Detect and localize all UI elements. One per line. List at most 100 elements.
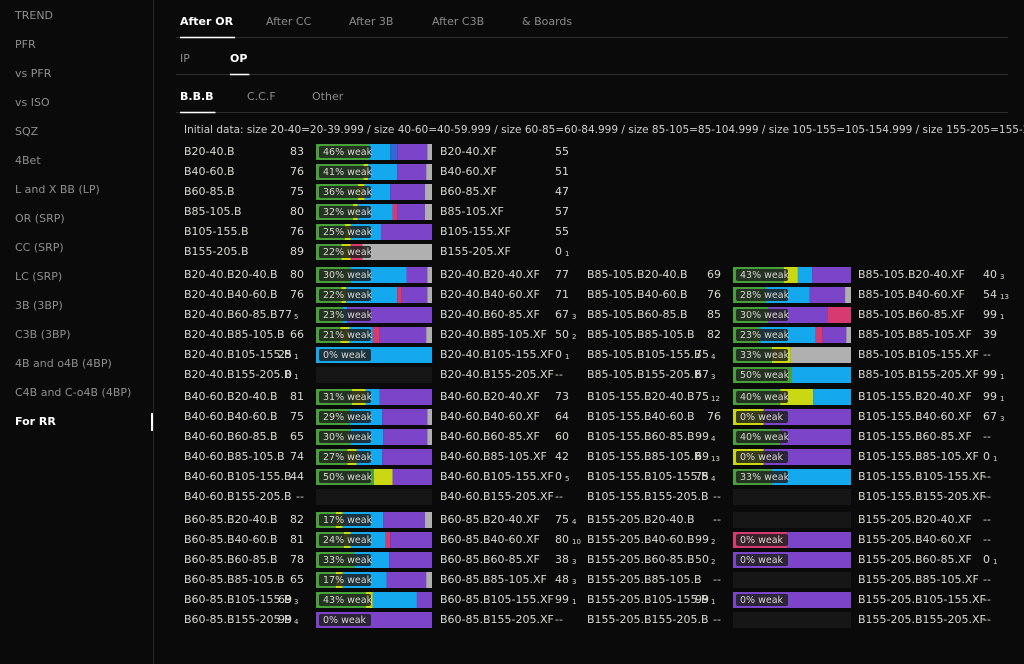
bar-label: 43% weak — [323, 595, 373, 606]
row-xf-label: B155-205.B40-60.XF — [858, 533, 972, 546]
row-label: B60-85.B60-85.B — [184, 553, 278, 566]
row-xf-value: -- — [983, 430, 991, 443]
row-label: B40-60.B — [184, 165, 235, 178]
row-label: B105-155.B60-85.B — [587, 430, 695, 443]
row-value: -- — [713, 513, 721, 526]
row-value: 77 — [278, 308, 292, 321]
sidebar-item[interactable]: C4B and C-o4B (4BP) — [15, 386, 131, 399]
bar-label: 40% weak — [740, 432, 790, 443]
tab[interactable]: After CC — [266, 15, 312, 28]
row-value: 80 — [290, 268, 304, 281]
row-value-sub: 4 — [711, 353, 716, 361]
tab[interactable]: OP — [230, 52, 247, 65]
sidebar-item[interactable]: 3B (3BP) — [15, 299, 63, 312]
row-value: 44 — [290, 470, 304, 483]
bar-segment — [787, 532, 851, 548]
sidebar-item[interactable]: vs PFR — [15, 67, 52, 80]
tab[interactable]: After 3B — [349, 15, 393, 28]
row-xf-label: B105-155.B105-155.XF — [858, 470, 986, 483]
bar-segment — [374, 469, 393, 485]
row-value: -- — [713, 490, 721, 503]
bar-label-bg — [319, 574, 371, 586]
bar-segment — [815, 327, 823, 343]
sidebar-item[interactable]: LC (SRP) — [15, 270, 62, 283]
row-xf-label: B40-60.B85-105.XF — [440, 450, 547, 463]
sidebar-item[interactable]: TREND — [14, 9, 53, 22]
row-value: 83 — [290, 145, 304, 158]
row-value-sub: 1 — [294, 373, 298, 381]
row-xf-value: 99 — [983, 390, 997, 403]
bar-label-bg — [736, 471, 788, 483]
bar-segment — [362, 244, 432, 260]
row-xf-value: 40 — [983, 268, 997, 281]
bar-label-bg — [736, 329, 788, 341]
bar-segment — [771, 469, 851, 485]
sidebar-item[interactable]: OR (SRP) — [15, 212, 65, 225]
row-xf-label: B20-40.B105-155.XF — [440, 348, 554, 361]
bar-label-bg — [736, 369, 788, 381]
row-xf-value: 80 — [555, 533, 569, 546]
tab[interactable]: After C3B — [432, 15, 484, 28]
tab[interactable]: & Boards — [522, 15, 572, 28]
row-xf-value: 51 — [555, 165, 569, 178]
row-xf-value-sub: 1 — [993, 455, 997, 463]
row-label: B40-60.B20-40.B — [184, 390, 278, 403]
row-xf-value: 99 — [555, 593, 569, 606]
row-label: B155-205.B40-60.B — [587, 533, 695, 546]
bar-segment — [792, 367, 851, 383]
bar-segment — [426, 164, 432, 180]
bar-label: 41% weak — [323, 167, 373, 178]
row-value: 75 — [695, 470, 709, 483]
bar-segment — [427, 267, 432, 283]
bar-label-bg — [736, 534, 788, 546]
row-label: B40-60.B155-205.B — [184, 490, 292, 503]
sidebar-item[interactable]: SQZ — [15, 125, 39, 138]
bar-label: 32% weak — [323, 207, 373, 218]
tab[interactable]: Other — [312, 90, 344, 103]
row-xf-value-sub: 3 — [1000, 415, 1004, 423]
row-label: B85-105.B — [184, 205, 242, 218]
tab[interactable]: C.C.F — [247, 90, 276, 103]
row-xf-value-sub: 3 — [572, 558, 576, 566]
row-xf-value: 55 — [555, 145, 569, 158]
row-value: 76 — [290, 225, 304, 238]
sidebar-item[interactable]: CC (SRP) — [15, 241, 64, 254]
row-xf-label: B60-85.XF — [440, 185, 497, 198]
row-label: B20-40.B85-105.B — [184, 328, 285, 341]
bar-segment — [780, 429, 851, 445]
sidebar-item[interactable]: 4Bet — [15, 154, 41, 167]
row-xf-value-sub: 5 — [565, 475, 569, 483]
bar-label-bg — [319, 226, 371, 238]
row-value-sub: 1 — [294, 353, 298, 361]
row-xf-value-sub: 4 — [572, 518, 577, 526]
bar-label-bg — [736, 554, 788, 566]
bar-label-bg — [736, 594, 788, 606]
row-value: 76 — [707, 410, 721, 423]
bar-label: 17% weak — [323, 515, 373, 526]
row-value-sub: 5 — [294, 313, 298, 321]
tab[interactable]: After OR — [180, 15, 234, 28]
bar-label: 30% weak — [323, 270, 373, 281]
sidebar-item[interactable]: vs ISO — [15, 96, 50, 109]
bar-segment — [390, 184, 426, 200]
bar-label: 0% weak — [740, 535, 784, 546]
row-value: 80 — [290, 205, 304, 218]
bar-segment — [392, 469, 432, 485]
row-value: 50 — [695, 553, 709, 566]
row-label: B85-105.B40-60.B — [587, 288, 688, 301]
sidebar-item[interactable]: For RR — [15, 415, 56, 428]
sidebar-item[interactable]: 4B and o4B (4BP) — [15, 357, 112, 370]
sidebar-item[interactable]: L and X BB (LP) — [15, 183, 100, 196]
row-value: 74 — [290, 450, 304, 463]
bar-segment — [425, 184, 432, 200]
row-label: B105-155.B40-60.B — [587, 410, 695, 423]
sidebar-item[interactable]: C3B (3BP) — [15, 328, 70, 341]
row-xf-label: B105-155.B60-85.XF — [858, 430, 972, 443]
sidebar-item[interactable]: PFR — [15, 38, 36, 51]
tab[interactable]: B.B.B — [180, 90, 214, 103]
row-label: B60-85.B85-105.B — [184, 573, 285, 586]
bar-label-bg — [736, 309, 788, 321]
tab[interactable]: IP — [180, 52, 190, 65]
bar-label: 0% weak — [740, 555, 784, 566]
